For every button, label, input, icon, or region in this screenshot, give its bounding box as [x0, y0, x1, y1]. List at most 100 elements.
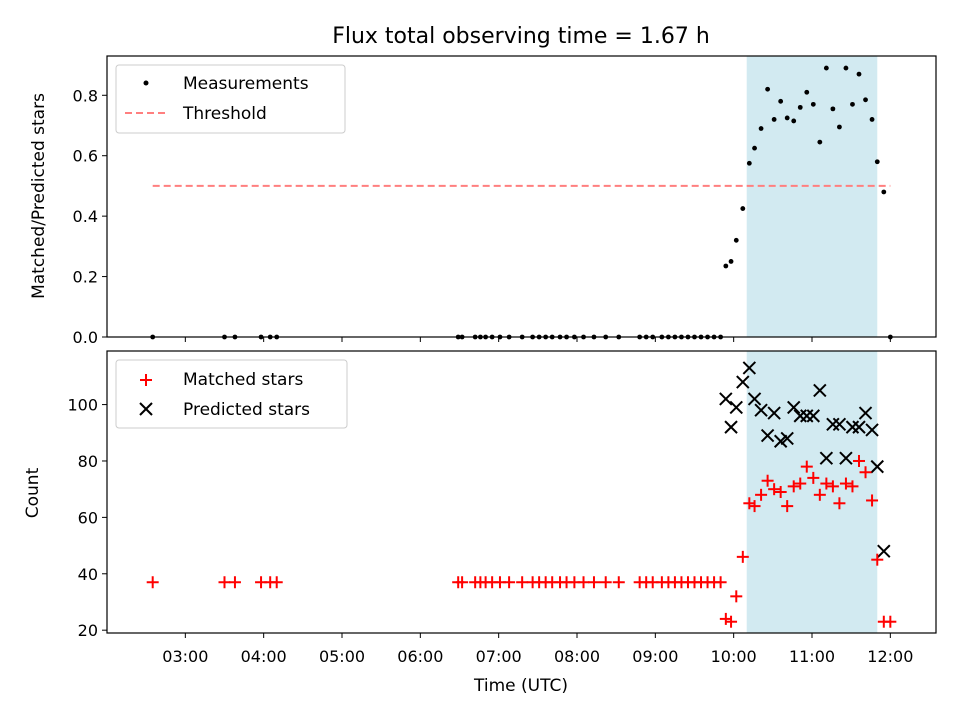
predicted-point: [729, 400, 743, 415]
matched-point: [146, 576, 159, 589]
bottom-y-axis-label: Count: [23, 467, 43, 518]
x-tick-label: 05:00: [319, 647, 365, 666]
predicted-point: [813, 383, 827, 398]
measurement-point: [733, 237, 739, 243]
predicted-point: [826, 417, 840, 432]
matched-point: [730, 590, 743, 603]
predicted-point: [858, 406, 873, 420]
predicted-point: [742, 361, 757, 375]
matched-point: [456, 576, 469, 589]
matched-point: [884, 615, 897, 628]
top-plot-frame: [106, 55, 937, 338]
measurement-point: [881, 189, 887, 195]
matched-point: [577, 576, 590, 589]
x-tick-label: 08:00: [554, 647, 600, 666]
x-tick-label: 10:00: [711, 647, 757, 666]
bottom-y-tick-label: 40: [78, 565, 98, 584]
measurement-point: [765, 86, 771, 92]
matched-point: [871, 553, 884, 566]
matched-point: [813, 488, 826, 501]
matched-point: [761, 474, 774, 487]
measurement-point: [817, 139, 823, 145]
matched-point: [774, 486, 787, 498]
matched-stars-series: [146, 454, 897, 628]
bottom-y-ticks: 20 40 60 80 100: [67, 396, 107, 640]
predicted-point: [865, 423, 879, 437]
matched-point: [725, 615, 738, 628]
top-y-ticks: 0.0 0.2 0.4 0.6 0.8: [73, 86, 107, 347]
chart-title: Flux total observing time = 1.67 h: [332, 24, 710, 49]
measurement-point: [728, 259, 734, 264]
top-y-tick-label: 0.0: [73, 328, 98, 347]
matched-point: [503, 576, 516, 589]
matched-point: [866, 494, 879, 507]
top-legend-box: [115, 64, 346, 134]
measurement-point: [850, 101, 855, 107]
x-tick-label: 12:00: [867, 647, 913, 666]
bottom-panel: 20 40 60 80 100 03:00 04:00 05:00 06:00 07:00 08:…: [23, 350, 937, 696]
matched-point: [852, 454, 865, 467]
x-tick-label: 06:00: [397, 647, 443, 666]
predicted-point: [832, 417, 847, 432]
matched-point: [800, 460, 813, 473]
matched-point: [218, 576, 231, 589]
bottom-legend: Matched stars Predicted stars: [115, 359, 348, 429]
bottom-plot-frame: [106, 350, 937, 634]
measurement-point: [837, 124, 842, 130]
matched-point: [587, 576, 600, 589]
x-tick-label: 07:00: [476, 647, 522, 666]
bottom-x-ticks: 03:00 04:00 05:00 06:00 07:00 08:00 09:00 10:00…: [162, 633, 913, 666]
top-panel: 0.00.20.40.60.8 Matched/Predicted stars …: [29, 55, 937, 347]
measurement-point: [797, 104, 803, 110]
legend-predicted-label: Predicted stars: [183, 400, 310, 420]
x-tick-label: 03:00: [162, 647, 208, 666]
matched-point: [736, 550, 749, 563]
legend-predicted-marker: [139, 402, 153, 416]
predicted-point: [736, 375, 750, 389]
measurement-point: [758, 126, 764, 131]
predicted-point: [800, 409, 814, 423]
top-y-tick-label: 0.8: [73, 86, 98, 105]
bottom-y-tick-label: 100: [67, 396, 98, 415]
bottom-y-tick-label: 60: [78, 508, 98, 527]
measurement-point: [746, 160, 752, 166]
matched-point: [846, 480, 859, 493]
matched-point: [270, 576, 283, 589]
top-y-tick-label: 0.2: [73, 268, 98, 287]
matched-point: [599, 576, 612, 589]
measurement-point: [869, 117, 875, 122]
predicted-point: [719, 392, 733, 406]
matched-point: [228, 576, 241, 589]
bottom-shaded-interval: [746, 351, 878, 633]
predicted-stars-series: [719, 361, 891, 558]
measurement-point: [856, 71, 862, 77]
measurement-point: [830, 106, 836, 112]
matched-point: [768, 483, 781, 496]
measurement-point: [804, 89, 810, 95]
predicted-point: [767, 406, 781, 420]
legend-measurements-marker: [143, 80, 149, 86]
measurement-point: [791, 118, 797, 124]
predicted-point: [845, 420, 860, 434]
matched-point: [714, 576, 727, 589]
predicted-point: [839, 451, 853, 465]
top-x-ticks: [184, 337, 891, 342]
measurement-point: [778, 98, 784, 104]
predicted-point: [877, 544, 891, 558]
matched-point: [612, 576, 625, 589]
bottom-y-tick-label: 20: [78, 621, 98, 640]
matched-point: [807, 471, 820, 484]
x-tick-label: 04:00: [241, 647, 287, 666]
measurement-point: [874, 159, 880, 165]
predicted-point: [747, 392, 762, 406]
matched-point: [826, 480, 839, 493]
matched-point: [833, 497, 846, 510]
bottom-legend-box: [115, 359, 348, 429]
top-shaded-interval: [746, 56, 878, 337]
bottom-y-tick-label: 80: [78, 452, 98, 471]
matched-point: [516, 576, 529, 589]
predicted-point: [754, 403, 768, 417]
legend-threshold-label: Threshold: [182, 104, 267, 124]
matched-point: [859, 466, 872, 479]
